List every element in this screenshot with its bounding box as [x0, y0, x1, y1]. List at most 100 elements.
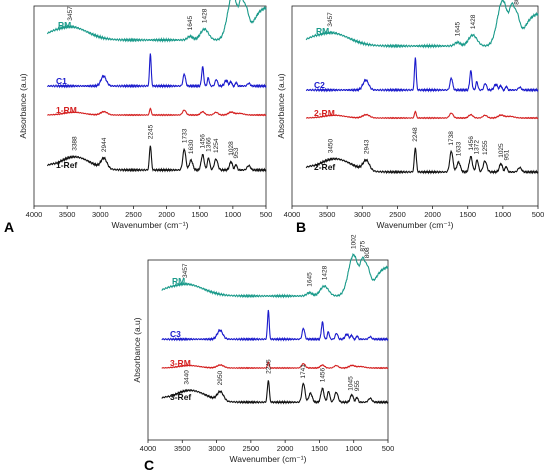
- peak-label: 2248: [412, 127, 419, 142]
- peak-label: 1428: [321, 265, 328, 280]
- peak-label: 1372: [474, 140, 481, 155]
- x-tick-label: 2000: [277, 444, 294, 453]
- peak-label: 1428: [202, 8, 209, 23]
- panel-a: 4000 3500 3000 2500 2000 1500 1000 500 Wavenumbe…: [4, 0, 272, 235]
- series-line-3-ref: [161, 380, 389, 405]
- peak-label: 1630: [188, 139, 195, 154]
- x-axis-label: Wavenumber (cm⁻¹): [112, 220, 189, 230]
- peak-label: 951: [503, 149, 510, 160]
- peak-label: 3457: [327, 12, 334, 27]
- series-label: RM: [58, 20, 71, 30]
- peak-label: 1255: [482, 140, 489, 155]
- x-tick-label: 1000: [225, 210, 242, 219]
- series-line-3-rm: [161, 360, 389, 370]
- x-tick-label: 3000: [208, 444, 225, 453]
- series-label: RM: [316, 26, 329, 36]
- peak-label: 3457: [67, 6, 74, 21]
- series-line-rm: [305, 0, 539, 49]
- peak-label: 1738: [448, 131, 455, 146]
- series-line-2-rm: [305, 110, 539, 120]
- peak-label: 1645: [187, 16, 194, 31]
- plot-frame: [33, 5, 267, 207]
- panel-c: 4000 3500 3000 2500 2000 1500 1000 500 Wavenumbe…: [132, 234, 394, 473]
- series-line-c1: [47, 53, 267, 89]
- x-tick-label: 1000: [345, 444, 362, 453]
- peak-label: 1254: [213, 138, 220, 153]
- x-tick-label: 2500: [389, 210, 406, 219]
- series-label: 3-Ref: [170, 392, 191, 402]
- series-line-c2: [305, 57, 539, 93]
- x-tick-label: 4000: [284, 210, 301, 219]
- series-label: 1-Ref: [56, 160, 77, 170]
- peak-label: 2245: [147, 124, 154, 139]
- peak-label: 2950: [217, 371, 224, 386]
- series-label: 1-RM: [56, 105, 77, 115]
- peak-label: 875: [359, 240, 366, 251]
- peak-label: 2944: [101, 137, 108, 152]
- peak-label: 1456: [200, 134, 207, 149]
- x-tick-label: 1500: [311, 444, 328, 453]
- series-label: C3: [170, 329, 181, 339]
- series-label: RM: [172, 276, 185, 286]
- x-tick-label: 3500: [174, 444, 191, 453]
- series-label: 2-RM: [314, 108, 335, 118]
- peak-label: 1741: [300, 364, 307, 379]
- peak-label: 3457: [182, 263, 189, 278]
- y-axis-label: Absorbance (a.u): [18, 73, 28, 138]
- series-label: C1: [56, 76, 67, 86]
- x-tick-label: 3500: [59, 210, 76, 219]
- x-tick-label: 1500: [191, 210, 208, 219]
- y-axis-label: Absorbance (a.u): [276, 73, 286, 138]
- x-tick-label: 3000: [92, 210, 109, 219]
- peak-label: 1002: [351, 234, 358, 249]
- series-label: C2: [314, 80, 325, 90]
- peak-label: 1366: [206, 137, 213, 152]
- peak-label: 1456: [319, 367, 326, 382]
- x-tick-label: 2500: [243, 444, 260, 453]
- panel-letter: B: [296, 219, 306, 235]
- series-line-rm: [161, 252, 389, 299]
- series-label: 2-Ref: [314, 162, 335, 172]
- peak-label: 808: [364, 247, 371, 258]
- x-tick-label: 2000: [158, 210, 175, 219]
- x-tick-label: 500: [382, 444, 395, 453]
- series-line-rm: [46, 0, 267, 43]
- peak-label: 1028: [228, 141, 235, 156]
- peak-label: 1645: [455, 22, 462, 37]
- panel-letter: C: [144, 457, 154, 473]
- series-line-c3: [161, 309, 389, 342]
- panel-b: 4000 3500 3000 2500 2000 1500 1000 500 Wavenumbe…: [276, 0, 544, 235]
- peak-label: 1428: [470, 14, 477, 29]
- panel-letter: A: [4, 219, 14, 235]
- x-axis-label: Wavenumber (cm⁻¹): [377, 220, 454, 230]
- y-axis-label: Absorbance (a.u): [132, 317, 142, 382]
- peak-label: 1045: [348, 376, 355, 391]
- peak-label: 955: [354, 380, 361, 391]
- series-line-2-ref: [305, 147, 539, 175]
- peak-label: 808: [513, 0, 520, 5]
- x-tick-label: 3000: [354, 210, 371, 219]
- x-tick-label: 2000: [424, 210, 441, 219]
- peak-label: 1633: [455, 141, 462, 156]
- x-tick-label: 500: [260, 210, 273, 219]
- x-tick-label: 500: [532, 210, 545, 219]
- peak-label: 2245: [265, 359, 272, 374]
- peak-label: 1733: [181, 128, 188, 143]
- peak-label: 1025: [498, 143, 505, 158]
- x-axis-label: Wavenumber (cm⁻¹): [230, 454, 307, 464]
- peak-label: 3388: [72, 136, 79, 151]
- plot-frame: [291, 5, 539, 207]
- series-line-1-ref: [46, 145, 267, 173]
- x-tick-label: 2500: [125, 210, 142, 219]
- peak-label: 953: [233, 147, 240, 158]
- x-tick-label: 1000: [495, 210, 512, 219]
- x-tick-label: 4000: [26, 210, 43, 219]
- x-tick-label: 1500: [459, 210, 476, 219]
- x-tick-label: 3500: [319, 210, 336, 219]
- peak-label: 3440: [183, 370, 190, 385]
- plot-frame: [147, 259, 389, 441]
- peak-label: 3450: [328, 138, 335, 153]
- peak-label: 1645: [307, 272, 314, 287]
- series-label: 3-RM: [170, 358, 191, 368]
